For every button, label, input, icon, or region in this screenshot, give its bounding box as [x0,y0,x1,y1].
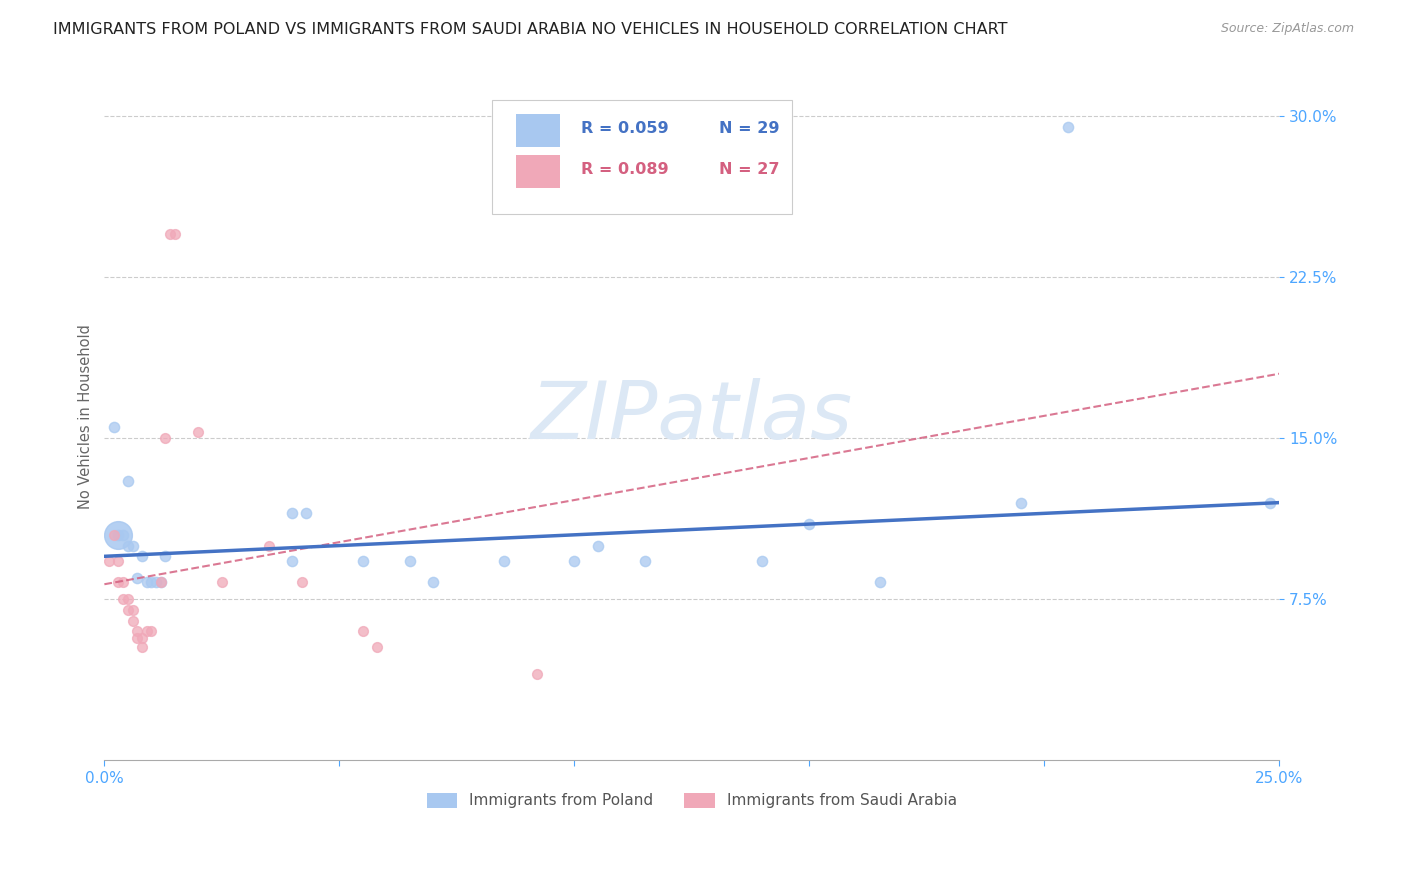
Point [281,507,304,521]
Point [751,553,773,567]
Text: R = 0.059: R = 0.059 [582,121,669,136]
Point [121,603,143,617]
Point [281,553,304,567]
Point [634,553,657,567]
Point [211,575,233,590]
Point [291,575,314,590]
Point [107,553,129,567]
Point [127,624,149,639]
Point [112,575,135,590]
Point [352,624,374,639]
Text: ZIPatlas: ZIPatlas [531,377,853,456]
Point [155,431,177,445]
Point [526,667,548,681]
Point [103,420,125,434]
FancyBboxPatch shape [516,155,560,188]
Point [117,539,139,553]
Point [112,528,135,542]
Point [131,631,153,645]
Point [399,553,422,567]
Point [117,474,139,488]
Point [107,575,129,590]
Point [366,640,388,654]
Point [117,592,139,607]
Point [869,575,891,590]
Text: R = 0.089: R = 0.089 [582,162,669,178]
Point [586,539,609,553]
Y-axis label: No Vehicles in Household: No Vehicles in Household [79,325,93,509]
Point [112,592,135,607]
FancyBboxPatch shape [516,114,560,147]
Point [799,517,821,532]
Point [1258,495,1281,509]
Point [564,553,586,567]
Point [127,631,149,645]
Point [187,425,209,439]
Point [121,539,143,553]
Point [257,539,280,553]
Point [149,575,172,590]
Point [492,553,515,567]
Text: Source: ZipAtlas.com: Source: ZipAtlas.com [1220,22,1354,36]
Point [1010,495,1032,509]
Point [107,528,129,542]
Point [141,575,163,590]
Point [295,507,318,521]
Text: IMMIGRANTS FROM POLAND VS IMMIGRANTS FROM SAUDI ARABIA NO VEHICLES IN HOUSEHOLD : IMMIGRANTS FROM POLAND VS IMMIGRANTS FRO… [53,22,1008,37]
Point [352,553,374,567]
Point [422,575,444,590]
Point [141,624,163,639]
Text: N = 27: N = 27 [718,162,779,178]
Point [163,227,186,241]
Point [159,227,181,241]
Legend: Immigrants from Poland, Immigrants from Saudi Arabia: Immigrants from Poland, Immigrants from … [420,787,963,814]
Point [127,571,149,585]
Text: N = 29: N = 29 [718,121,779,136]
Point [121,614,143,628]
Point [145,575,167,590]
Point [149,575,172,590]
Point [155,549,177,564]
Point [135,575,157,590]
Point [1056,120,1078,134]
Point [103,528,125,542]
Point [107,528,129,542]
Point [98,553,121,567]
FancyBboxPatch shape [492,101,792,214]
Point [135,624,157,639]
Point [117,603,139,617]
Point [131,640,153,654]
Point [131,549,153,564]
